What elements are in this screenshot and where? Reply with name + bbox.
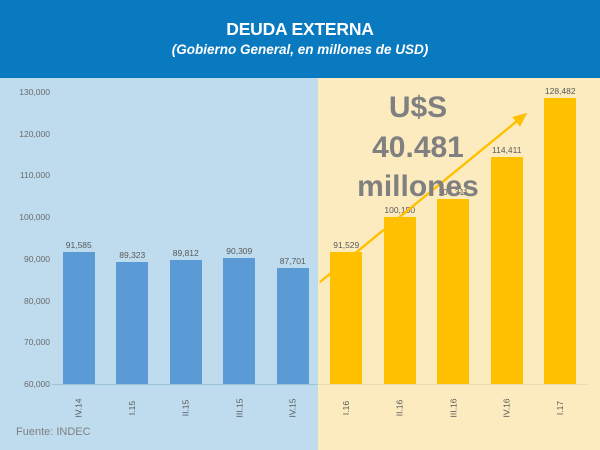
y-axis-tick: 80,000 [24,295,50,306]
source-note: Fuente: INDEC [16,426,91,438]
bar[interactable] [223,257,256,384]
bar[interactable] [330,252,363,384]
bar[interactable] [276,268,309,384]
x-axis-tick: IV.14 [73,398,84,418]
x-axis-tick: IV.15 [287,398,298,418]
bar-value-label: 128,482 [544,86,576,97]
y-axis-tick: 90,000 [24,253,50,264]
y-axis-tick: 110,000 [19,170,50,181]
bar-value-label: 91,585 [65,240,92,251]
bar[interactable] [544,98,577,384]
y-axis-tick: 120,000 [19,128,50,139]
x-axis-tick: II.15 [180,399,191,417]
bar[interactable] [169,259,202,384]
y-axis-tick: 60,000 [24,379,50,389]
y-axis-tick: 70,000 [24,337,50,348]
x-axis-tick: I.16 [341,400,352,416]
bar-value-label: 100,150 [384,204,416,215]
y-axis: 130,000 120,000 110,000 100,000 90,000 80,000… [0,87,50,389]
x-axis-tick: I.15 [127,400,138,416]
bar[interactable] [62,252,95,384]
bar[interactable] [437,199,470,384]
bar-value-label: 114,411 [492,145,522,156]
bar[interactable] [383,216,416,384]
bar-value-label: 90,309 [226,245,253,256]
bar[interactable] [116,261,149,384]
x-axis-tick: IV.16 [501,398,512,418]
bar-value-label: 89,323 [119,249,146,260]
page-subtitle: (Gobierno General, en millones de USD) [171,42,429,58]
bar[interactable] [490,157,523,384]
bar-value-label: 89,812 [172,247,199,258]
x-axis-tick: I.17 [555,400,566,416]
bar-value-label: 104,311 [438,187,469,198]
axis-line-left [52,384,318,385]
plot-area: 91,585 89,323 89,812 90,309 87,701 91,529 100,… [52,86,587,385]
bar-value-label: 91,529 [333,240,360,251]
x-axis-tick: III.15 [234,398,245,418]
y-axis-tick: 100,000 [19,212,50,223]
y-axis-tick: 130,000 [19,87,50,97]
title-band: DEUDA EXTERNA (Gobierno General, en mill… [0,0,600,78]
axis-line-right [318,384,587,385]
x-axis-tick: III.16 [448,398,459,418]
left-period-panel [0,78,318,450]
bar-value-label: 87,701 [279,256,306,267]
page-title: DEUDA EXTERNA [226,19,374,40]
x-axis-tick: II.16 [394,399,405,417]
